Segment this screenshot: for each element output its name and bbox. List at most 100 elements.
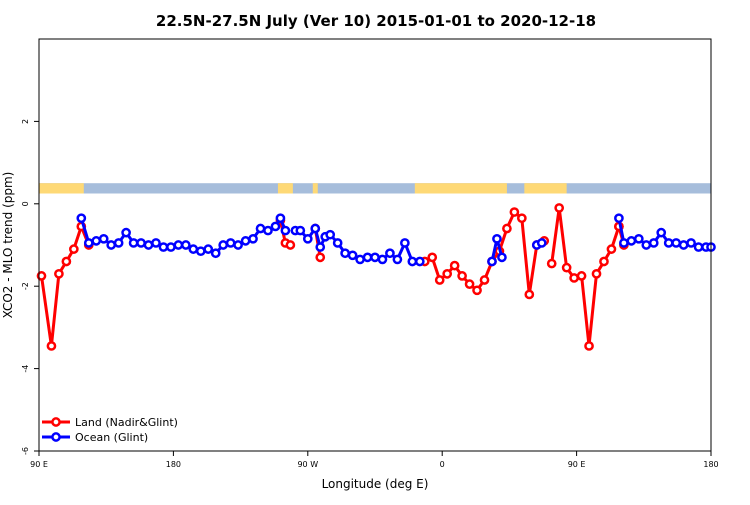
land-band-segment (524, 183, 567, 194)
data-point (497, 252, 507, 263)
series-ocean (76, 213, 716, 267)
data-point (693, 242, 704, 252)
data-point (619, 238, 629, 248)
data-point (106, 240, 117, 250)
series-line (550, 206, 621, 348)
data-point (280, 225, 291, 236)
data-point (686, 238, 696, 248)
data-point (487, 256, 497, 267)
y-tick-label: 2 (21, 119, 30, 124)
land-band-segment (312, 183, 318, 194)
data-point (91, 236, 102, 246)
x-tick-label: 90 W (297, 460, 318, 469)
data-point (151, 238, 161, 248)
data-point (76, 213, 87, 224)
data-point (295, 225, 306, 236)
data-point (143, 240, 154, 250)
data-point (614, 213, 624, 224)
data-point (83, 238, 94, 248)
data-point (46, 341, 57, 351)
data-point (633, 233, 644, 244)
land-band-segment (414, 183, 507, 194)
data-point (128, 238, 139, 248)
land-ocean-mask (39, 183, 711, 194)
data-point (54, 268, 64, 279)
data-point (332, 238, 343, 248)
data-point (218, 240, 229, 250)
data-point (166, 242, 176, 252)
data-point (310, 223, 321, 234)
data-point (233, 240, 243, 250)
data-point (158, 242, 169, 252)
data-point (255, 223, 266, 234)
data-point (68, 244, 79, 254)
data-point (195, 246, 206, 257)
legend-label: Land (Nadir&Glint) (75, 416, 178, 429)
data-point (678, 240, 689, 250)
data-point (656, 227, 667, 238)
y-tick-label: -2 (21, 282, 30, 290)
y-axis: -6 -4 -2 0 2 (21, 119, 39, 455)
data-point (180, 240, 191, 250)
data-point (464, 279, 475, 289)
data-point (671, 238, 682, 248)
data-point (584, 341, 594, 351)
legend-label: Ocean (Glint) (75, 431, 148, 444)
legend-marker (51, 432, 61, 442)
data-point (225, 238, 236, 248)
data-point (392, 254, 403, 265)
data-point (347, 250, 358, 261)
plot-frame (38, 38, 712, 452)
y-tick-label: 0 (21, 201, 30, 206)
data-point (270, 221, 281, 232)
legend-marker (51, 417, 61, 427)
legend: Land (Nadir&Glint) Ocean (Glint) (42, 416, 178, 444)
data-point (98, 233, 109, 244)
data-point (492, 233, 502, 244)
data-point (263, 225, 273, 236)
x-axis-label: Longitude (deg E) (322, 477, 429, 491)
y-tick-label: -4 (21, 365, 30, 373)
data-point (340, 248, 350, 259)
series-layer (36, 203, 716, 351)
data-point (648, 238, 659, 248)
data-point (524, 289, 535, 300)
data-point (121, 227, 131, 238)
data-point (516, 213, 527, 224)
x-tick-label: 90 E (30, 460, 48, 469)
chart-title: 22.5N-27.5N July (Ver 10) 2015-01-01 to … (156, 12, 596, 30)
data-point (275, 213, 286, 224)
data-point (302, 233, 313, 244)
data-point (248, 233, 258, 244)
data-point (641, 240, 652, 250)
x-axis: 90 E 180 90 W 0 90 E 180 (30, 451, 719, 469)
x-tick-label: 90 E (568, 460, 586, 469)
data-point (36, 271, 47, 281)
data-point (472, 285, 482, 296)
data-point (509, 207, 520, 217)
x-tick-label: 180 (166, 460, 181, 469)
data-point (203, 244, 214, 254)
data-point (210, 248, 221, 259)
data-point (285, 240, 296, 250)
data-point (173, 240, 184, 250)
data-point (546, 258, 557, 269)
data-point (315, 252, 326, 263)
data-point (626, 236, 637, 246)
data-point (434, 275, 445, 285)
y-axis-label: XCO2 - MLO trend (ppm) (1, 172, 15, 319)
data-point (407, 256, 418, 267)
data-point (325, 229, 336, 240)
data-point (599, 256, 609, 267)
data-point (377, 254, 388, 265)
data-point (442, 268, 453, 279)
data-point (427, 252, 438, 263)
series-land (36, 203, 629, 351)
data-point (61, 256, 72, 267)
data-point (400, 238, 410, 248)
x-tick-label: 180 (703, 460, 718, 469)
data-point (136, 238, 146, 248)
land-band-segment (39, 183, 84, 194)
